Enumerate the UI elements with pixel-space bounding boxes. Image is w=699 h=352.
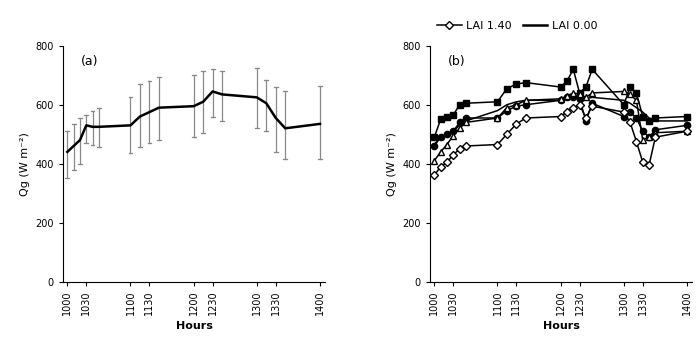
- X-axis label: Hours: Hours: [542, 321, 579, 331]
- Y-axis label: Qg (W m⁻²): Qg (W m⁻²): [387, 132, 397, 196]
- Text: (a): (a): [81, 55, 99, 68]
- Legend: LAI 1.40, LAI 0.00: LAI 1.40, LAI 0.00: [433, 16, 602, 35]
- Y-axis label: Qg (W m⁻²): Qg (W m⁻²): [20, 132, 30, 196]
- Text: (b): (b): [448, 55, 466, 68]
- X-axis label: Hours: Hours: [175, 321, 212, 331]
